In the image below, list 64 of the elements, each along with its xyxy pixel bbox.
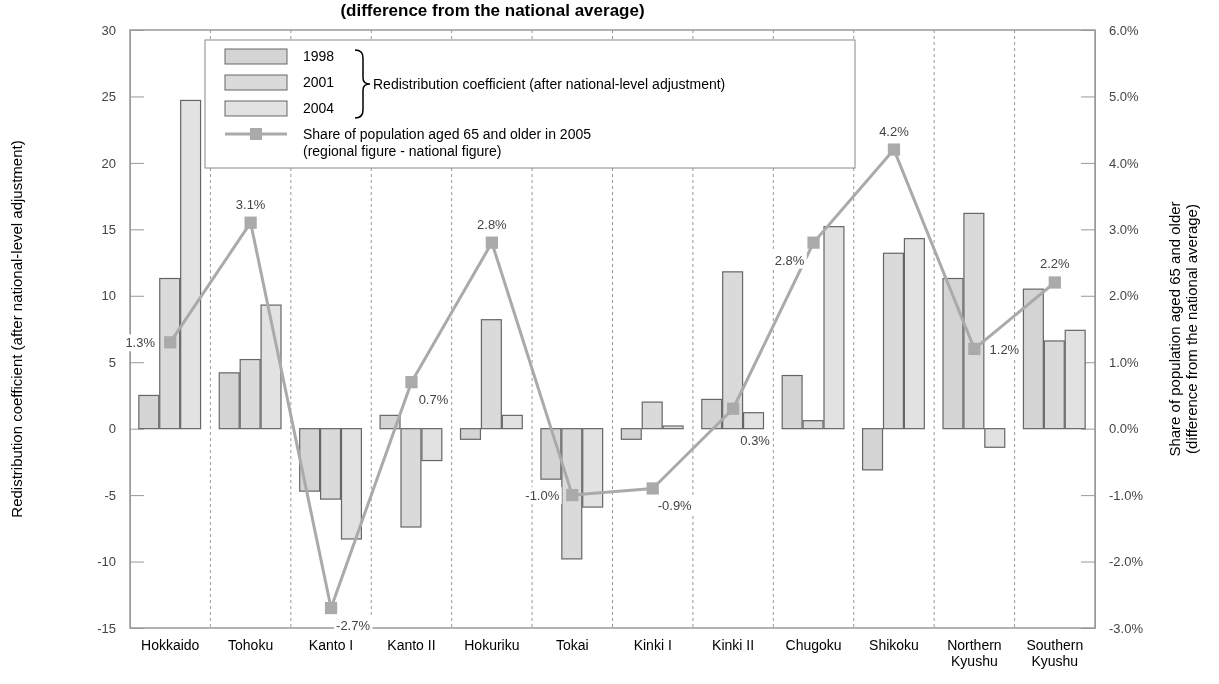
point <box>566 488 579 502</box>
point <box>727 402 740 415</box>
y2-tick-label: 5.0% <box>1109 89 1140 105</box>
legend-label: 1998 <box>303 48 335 64</box>
y2-tick-label: -1.0% <box>1109 487 1144 503</box>
point <box>646 482 659 495</box>
y-tick-label: -15 <box>97 620 116 636</box>
chart-title: (difference from the national average) <box>340 1 645 20</box>
x-tick-label: Shikoku <box>869 637 919 653</box>
x-tick-label: Kinki I <box>633 637 672 653</box>
y2-axis-title: Share of population aged 65 and older (difference from the national average) <box>1166 201 1200 457</box>
y-tick-label: -10 <box>97 554 116 570</box>
data-label: 0.3% <box>740 432 771 448</box>
x-tick-label: Northern Kyushu <box>947 637 1002 669</box>
y-tick-label: 25 <box>101 89 116 105</box>
y2-tick-label: -2.0% <box>1109 554 1144 570</box>
legend-title: Redistribution coefficient (after national-level adjustment) <box>373 76 726 92</box>
data-label: 3.1% <box>235 196 266 212</box>
y-tick-label: 30 <box>101 22 116 38</box>
y2-tick-label: 4.0% <box>1109 155 1140 171</box>
x-tick-label: Tokai <box>555 637 589 653</box>
y2-tick-label: 3.0% <box>1109 221 1140 237</box>
y2-tick-label: 1.0% <box>1109 354 1140 370</box>
point <box>485 236 498 249</box>
point <box>164 336 177 349</box>
x-tick-label: Chugoku <box>785 637 842 653</box>
x-tick-label: Hokkaido <box>141 637 200 653</box>
point <box>405 376 418 389</box>
x-tick-label: Kinki II <box>712 637 755 653</box>
y2-tick-label: 0.0% <box>1109 421 1140 437</box>
point <box>1048 276 1061 289</box>
data-label: -1.0% <box>525 488 560 504</box>
x-tick-label: Kanto II <box>387 637 436 653</box>
point <box>244 216 257 229</box>
data-label: 1.3% <box>125 335 156 351</box>
y-axis-title: Redistribution coefficient (after national-level adjustment) <box>8 140 25 518</box>
x-tick-label: Hokuriku <box>464 637 520 653</box>
y2-tick-label: 6.0% <box>1109 22 1140 38</box>
y-tick-label: 10 <box>101 288 116 304</box>
point <box>324 601 338 615</box>
data-label: -0.9% <box>657 498 693 514</box>
data-label: 2.2% <box>1039 256 1071 272</box>
y-tick-label: 15 <box>101 221 116 237</box>
data-label: 2.8% <box>774 252 805 268</box>
y-tick-label: -5 <box>104 487 116 503</box>
point <box>968 342 981 356</box>
legend-label: 2004 <box>303 100 335 116</box>
data-label: 1.2% <box>989 341 1020 357</box>
data-label: 0.7% <box>418 392 449 408</box>
y-tick-label: 0 <box>108 421 116 437</box>
legend-label: 2001 <box>303 74 335 90</box>
data-label: 4.2% <box>879 123 910 139</box>
legend-label: Share of population aged 65 and older in 2005 (regional figure - national figure) <box>303 126 592 159</box>
y-tick-label: 20 <box>101 155 116 171</box>
data-label: 2.8% <box>477 216 508 232</box>
y2-tick-label: 2.0% <box>1109 288 1140 304</box>
y2-tick-label: -3.0% <box>1109 620 1144 636</box>
point <box>807 236 820 249</box>
y-tick-label: 5 <box>108 354 116 370</box>
data-label: -2.7% <box>336 618 371 634</box>
x-tick-label: Southern Kyushu <box>1026 637 1084 669</box>
point <box>887 143 901 156</box>
x-tick-label: Kanto I <box>308 637 354 653</box>
x-tick-label: Tohoku <box>228 637 274 653</box>
